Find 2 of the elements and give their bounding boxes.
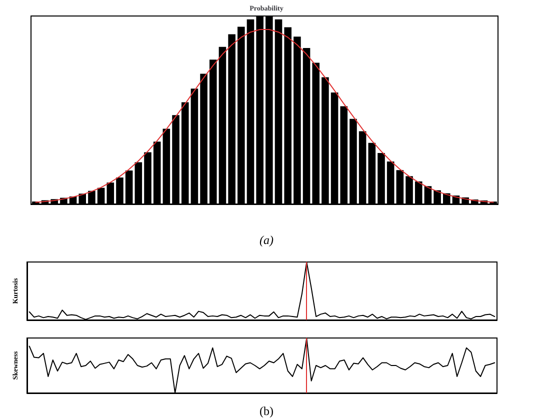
text: (b) xyxy=(260,404,274,418)
text: (a) xyxy=(260,233,274,247)
